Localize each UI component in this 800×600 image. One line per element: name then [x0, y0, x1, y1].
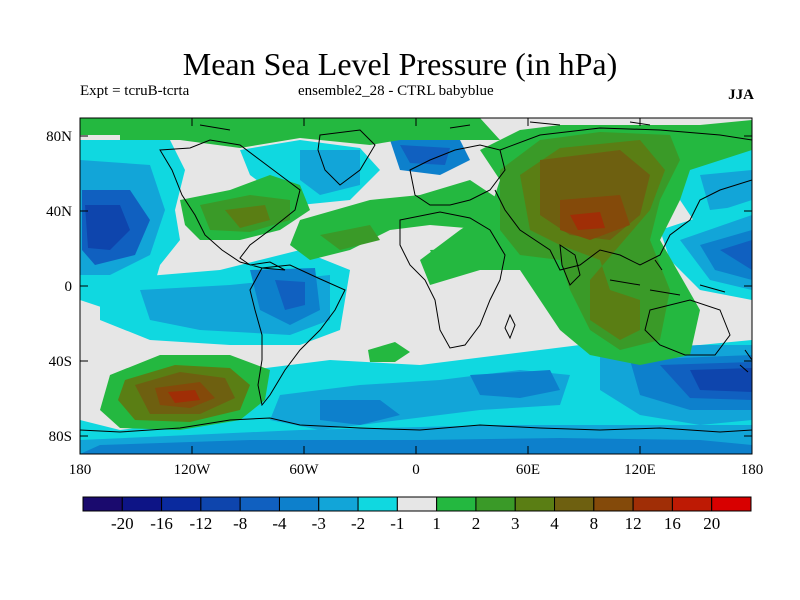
- colorbar-swatch: [436, 496, 477, 512]
- colorbar-swatch: [711, 496, 752, 512]
- coastline-australia: [644, 299, 731, 356]
- colorbar-swatch: [396, 496, 438, 512]
- colorbar-label: 20: [703, 514, 720, 533]
- colorbar-swatch: [357, 496, 398, 512]
- region-north-america-core: [225, 205, 270, 228]
- lat-label-80n: 80N: [46, 129, 72, 145]
- region-south-indian-blue: [470, 370, 560, 398]
- region-north-atlantic-core: [400, 145, 450, 165]
- colorbar-swatch: [671, 496, 713, 512]
- colorbar-swatch: [82, 496, 123, 512]
- colorbar-swatch: [239, 496, 280, 512]
- colorbar-label: -16: [150, 514, 173, 533]
- region-south-pacific-peak: [168, 390, 200, 403]
- coastline-greenland: [317, 129, 376, 186]
- region-nw-pacific-core: [700, 230, 752, 280]
- coastline-south-america: [249, 264, 346, 407]
- colorbar-label: 1: [432, 514, 441, 533]
- latitude-axis: 80N 40N 0 40S 80S: [46, 129, 752, 445]
- season-label: JJA: [728, 87, 754, 103]
- colorbar-label: 3: [511, 514, 520, 533]
- colorbar-label: -12: [190, 514, 213, 533]
- region-arctic-pacific-green: [80, 118, 130, 135]
- lon-label-180w: 180: [69, 462, 92, 478]
- coastline-asia: [494, 127, 752, 271]
- lon-label-0: 0: [412, 462, 420, 478]
- experiment-label: Expt = tcruB-tcrta: [80, 83, 190, 99]
- colorbar-label: -1: [390, 514, 404, 533]
- coastline-africa: [399, 211, 506, 349]
- coastline-india: [559, 243, 581, 286]
- colorbar-swatch: [121, 496, 163, 512]
- colorbar-label: 2: [472, 514, 481, 533]
- page-title: Mean Sea Level Pressure (in hPa): [182, 46, 618, 82]
- lon-label-120w: 120W: [174, 462, 212, 478]
- ensemble-label: ensemble2_28 - CTRL babyblue: [298, 83, 494, 99]
- colorbar: -20 -16 -12 -8 -4 -3 -2 -1 1 2 3 4 8 12 16 20: [82, 496, 752, 533]
- region-atlantic-olive: [320, 225, 380, 250]
- coastline-madagascar: [504, 313, 516, 340]
- colorbar-label: 12: [625, 514, 642, 533]
- negative-anomaly-regions: [80, 140, 752, 454]
- lon-label-180e: 180: [741, 462, 764, 478]
- region-south-atlantic-core: [320, 400, 400, 425]
- lat-label-80s: 80S: [49, 429, 72, 445]
- lon-label-60e: 60E: [516, 462, 540, 478]
- region-ne-pacific-deep: [85, 205, 130, 250]
- region-west-africa-green: [430, 248, 470, 272]
- coastline-maritime: [609, 259, 726, 296]
- colorbar-swatch: [632, 496, 673, 512]
- coastline-europe: [409, 144, 506, 206]
- coastlines: [80, 121, 752, 433]
- region-south-america-core: [275, 280, 305, 310]
- colorbar-swatch: [278, 496, 320, 512]
- colorbar-swatch: [200, 496, 241, 512]
- colorbar-swatch: [475, 496, 516, 512]
- colorbar-swatch: [161, 496, 202, 512]
- region-greenland-blue: [300, 150, 360, 195]
- colorbar-label: 4: [550, 514, 559, 533]
- region-arctic-asia-blue: [700, 170, 752, 210]
- colorbar-label: -3: [312, 514, 326, 533]
- colorbar-label: -20: [111, 514, 134, 533]
- colorbar-label: 16: [664, 514, 681, 533]
- region-nw-pacific-deep: [720, 240, 752, 270]
- colorbar-swatch: [514, 496, 556, 512]
- lon-label-120e: 120E: [624, 462, 656, 478]
- longitude-axis: 180 120W 60W 0 60E 120E 180: [69, 118, 764, 478]
- colorbar-label: -2: [351, 514, 365, 533]
- positive-anomaly-regions: [80, 118, 752, 430]
- region-south-pacific-deeper: [690, 368, 752, 392]
- lon-label-60w: 60W: [289, 462, 319, 478]
- colorbar-swatch: [554, 496, 595, 512]
- colorbar-swatch: [593, 496, 634, 512]
- coastline-new-zealand: [739, 349, 752, 373]
- region-tibet-core: [570, 212, 605, 230]
- lat-label-equator: 0: [65, 279, 73, 295]
- colorbar-swatch: [318, 496, 359, 512]
- lat-label-40s: 40S: [49, 354, 72, 370]
- map-field: [80, 118, 752, 454]
- coastline-antarctica: [80, 417, 752, 433]
- coastline-arctic-islands: [199, 121, 651, 131]
- region-south-atlantic-green: [368, 342, 410, 362]
- coastline-north-america: [159, 139, 301, 271]
- colorbar-label: -4: [272, 514, 287, 533]
- colorbar-label: 8: [590, 514, 599, 533]
- lat-label-40n: 40N: [46, 204, 72, 220]
- colorbar-label: -8: [233, 514, 247, 533]
